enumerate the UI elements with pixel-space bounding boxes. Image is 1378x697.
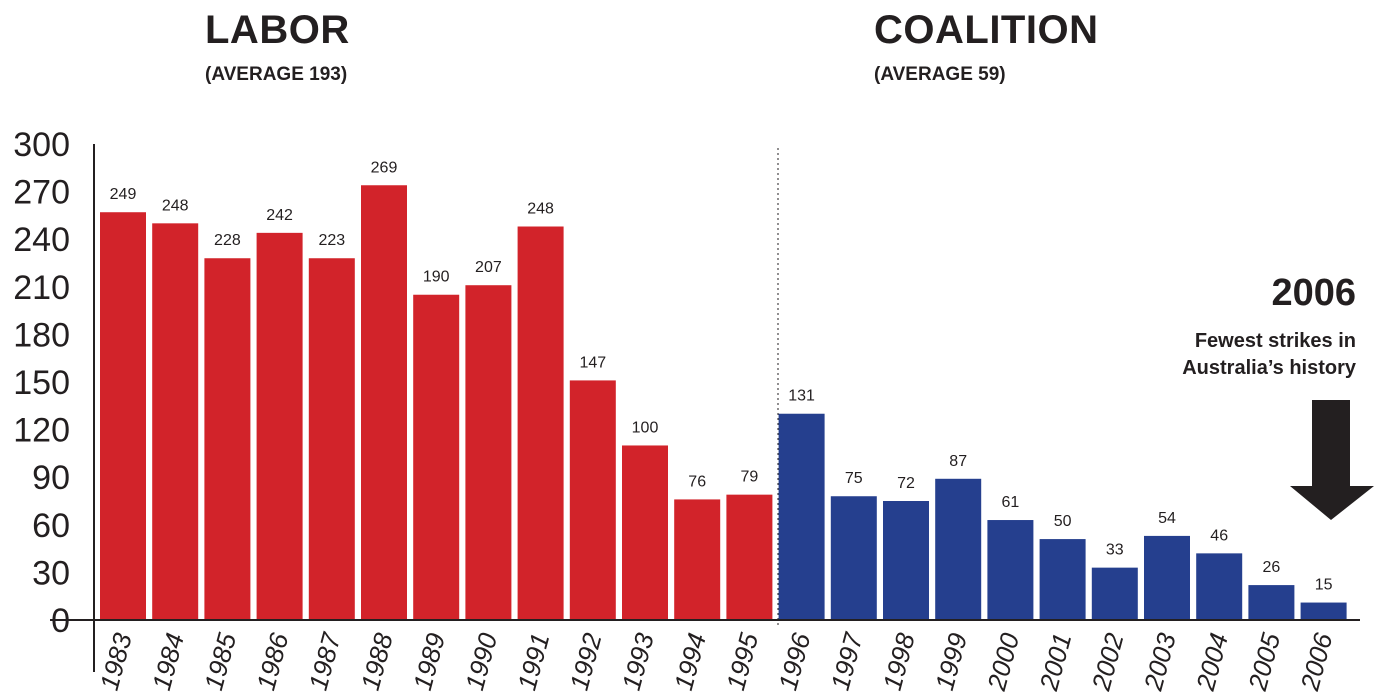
y-tick-label: 270 (13, 174, 70, 212)
year-label-2001: 2001 (1033, 630, 1077, 695)
value-label-1990: 207 (475, 259, 502, 276)
year-label-1989: 1989 (407, 630, 451, 694)
year-label-1990: 1990 (459, 629, 503, 693)
year-label-1999: 1999 (929, 630, 973, 694)
callout-year: 2006 (1271, 272, 1356, 314)
arrow-down-icon (1290, 400, 1374, 520)
y-tick-label: 120 (13, 412, 70, 450)
labor-bar-1995 (726, 494, 773, 620)
value-label-2003: 54 (1158, 510, 1176, 527)
value-label-1993: 100 (632, 419, 659, 436)
y-tick-label: 300 (13, 126, 70, 164)
year-label-2006: 2006 (1294, 629, 1338, 694)
value-label-1991: 248 (527, 201, 554, 218)
labor-average: (AVERAGE 193) (205, 64, 348, 85)
labor-heading: LABOR (205, 8, 350, 52)
coalition-bar-2002 (1091, 567, 1138, 620)
labor-bar-1983 (100, 212, 146, 620)
year-label-1997: 1997 (825, 628, 869, 693)
coalition-bar-2006 (1300, 602, 1347, 620)
year-label-2000: 2000 (981, 629, 1025, 694)
coalition-bar-2004 (1196, 553, 1243, 620)
year-label-2004: 2004 (1190, 630, 1234, 695)
value-label-2002: 33 (1106, 542, 1124, 559)
value-label-1992: 147 (579, 354, 606, 371)
coalition-bar-1997 (830, 496, 877, 620)
value-label-1988: 269 (371, 159, 398, 176)
value-label-2006: 15 (1315, 577, 1333, 594)
callout-text: Fewest strikes in Australia’s history (1096, 328, 1356, 382)
year-label-2002: 2002 (1085, 629, 1129, 694)
year-label-1987: 1987 (303, 628, 347, 693)
coalition-bar-2005 (1248, 585, 1295, 620)
labor-bar-1991 (517, 226, 564, 621)
year-label-1984: 1984 (146, 630, 190, 694)
labor-bar-1993 (622, 445, 668, 620)
y-tick-label: 30 (32, 554, 70, 592)
y-tick-label: 90 (32, 459, 70, 497)
y-tick-label: 210 (13, 269, 70, 307)
labor-bar-1994 (674, 499, 721, 620)
labor-bar-1987 (308, 258, 355, 620)
labor-bar-1992 (569, 380, 616, 620)
year-label-1996: 1996 (772, 629, 816, 693)
year-label-1991: 1991 (511, 630, 555, 694)
year-label-2003: 2003 (1138, 629, 1182, 694)
value-label-2000: 61 (1002, 494, 1020, 511)
value-label-1994: 76 (688, 473, 706, 490)
coalition-bar-2001 (1039, 539, 1086, 620)
year-label-2005: 2005 (1242, 629, 1286, 694)
value-label-1984: 248 (162, 197, 189, 214)
y-tick-label: 60 (32, 507, 70, 545)
value-label-1998: 72 (897, 475, 915, 492)
callout-text-line-2: Australia’s history (1182, 357, 1356, 379)
year-label-1986: 1986 (250, 629, 294, 693)
year-label-1994: 1994 (668, 630, 712, 694)
value-label-1986: 242 (266, 207, 293, 224)
coalition-heading: COALITION (874, 8, 1099, 52)
labor-bar-1985 (204, 258, 251, 620)
y-tick-label: 180 (13, 316, 70, 354)
y-tick-label: 150 (13, 364, 70, 402)
labor-bar-1984 (152, 223, 199, 621)
year-label-1995: 1995 (720, 629, 764, 693)
coalition-bar-2000 (987, 520, 1034, 620)
year-label-1993: 1993 (616, 629, 660, 693)
value-label-1983: 249 (110, 186, 137, 203)
value-label-1997: 75 (845, 470, 863, 487)
year-label-1985: 1985 (198, 629, 242, 693)
labor-bar-1990 (465, 285, 512, 620)
value-label-1985: 228 (214, 232, 241, 249)
value-label-1987: 223 (318, 232, 345, 249)
value-label-2004: 46 (1210, 527, 1228, 544)
value-label-1996: 131 (788, 388, 815, 405)
value-label-2005: 26 (1263, 559, 1281, 576)
coalition-bar-1996 (778, 413, 825, 620)
coalition-bar-2003 (1144, 535, 1190, 620)
value-label-1989: 190 (423, 269, 450, 286)
value-label-2001: 50 (1054, 513, 1072, 530)
bars-group (100, 185, 1347, 621)
value-label-1999: 87 (949, 453, 967, 470)
value-label-1995: 79 (741, 469, 759, 486)
arrow-down-shape (1290, 400, 1374, 520)
callout-text-line-1: Fewest strikes in (1194, 330, 1356, 352)
labor-bar-1989 (413, 294, 460, 620)
value-labels-group: 249 248 228 242 223 269 190 207 248 147 100 76 79 131… (110, 159, 1333, 593)
coalition-bar-1998 (883, 501, 929, 620)
labor-bar-1986 (256, 232, 303, 620)
labor-bar-1988 (361, 185, 407, 620)
year-label-1998: 1998 (877, 629, 921, 693)
coalition-average: (AVERAGE 59) (874, 64, 1006, 85)
year-label-1983: 1983 (94, 629, 138, 693)
x-axis: 1983 1984 1985 1986 1987 1988 1989 1990 1991 1992… (50, 619, 1360, 695)
year-label-1988: 1988 (355, 629, 399, 693)
year-label-1992: 1992 (564, 629, 608, 693)
coalition-bar-1999 (935, 478, 982, 620)
y-tick-label: 240 (13, 221, 70, 259)
